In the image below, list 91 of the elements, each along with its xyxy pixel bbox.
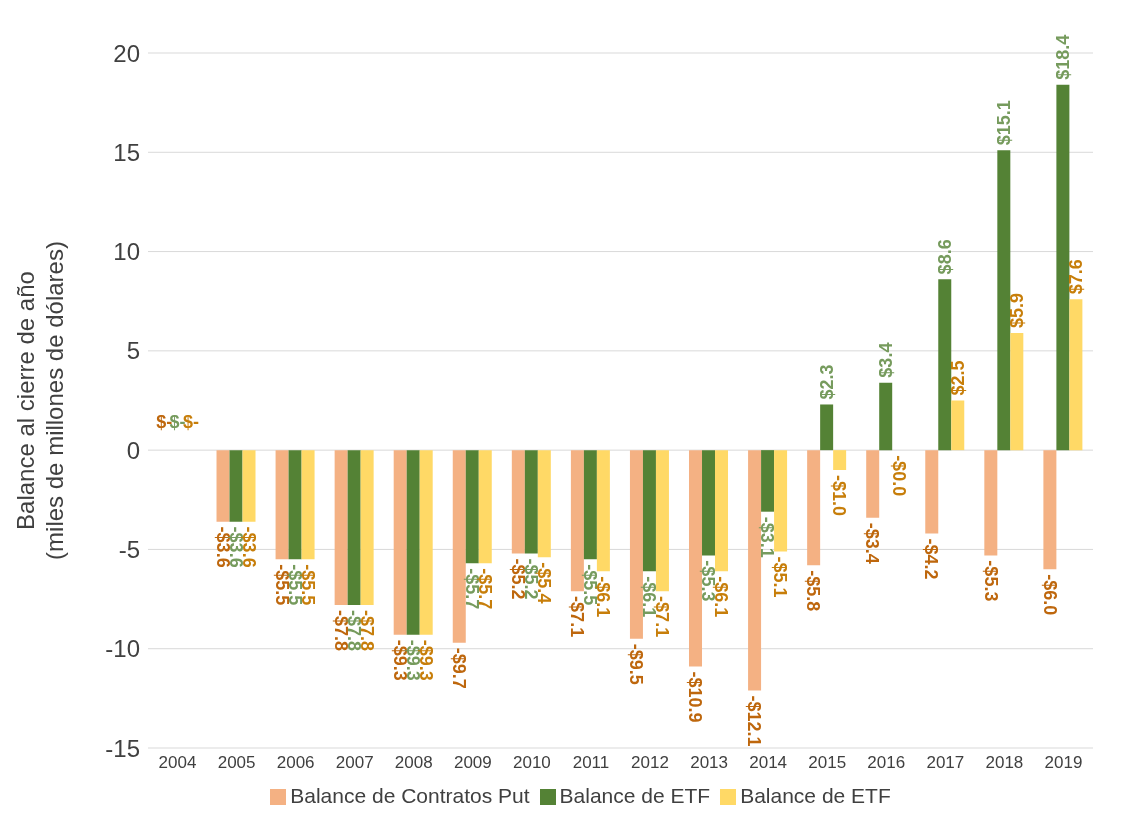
y-axis-title: Balance al cierre de año (miles de millones de dólares) xyxy=(12,241,68,560)
x-tick-label: 2017 xyxy=(926,753,965,773)
data-label: -$4.2 xyxy=(921,538,942,580)
data-label: -$0.0 xyxy=(889,455,910,497)
bar xyxy=(866,450,880,518)
y-tick-label: 20 xyxy=(113,39,140,67)
x-tick-label: 2008 xyxy=(394,753,433,773)
x-tick-label: 2019 xyxy=(1044,753,1083,773)
x-tick-label: 2010 xyxy=(512,753,551,773)
data-label: $18.4 xyxy=(1053,34,1074,80)
bar xyxy=(465,450,479,564)
bar xyxy=(596,450,610,572)
data-label: -$5.3 xyxy=(980,560,1001,602)
x-tick-label: 2011 xyxy=(572,753,610,773)
bar xyxy=(807,450,821,566)
legend-label: Balance de ETF xyxy=(559,784,711,807)
data-label: -$3.1 xyxy=(757,516,778,558)
bar xyxy=(1069,299,1083,451)
bar xyxy=(242,450,256,522)
data-label: -$5.1 xyxy=(770,556,791,598)
bar xyxy=(1056,84,1070,451)
x-tick-label: 2012 xyxy=(631,753,669,773)
data-label: -$1.0 xyxy=(829,475,850,517)
x-tick-label: 2018 xyxy=(985,753,1024,773)
y-tick-label: 15 xyxy=(113,138,140,166)
bar xyxy=(301,450,315,560)
y-tick-label: 0 xyxy=(126,436,140,464)
bar xyxy=(537,450,551,558)
x-tick-label: 2005 xyxy=(217,753,256,773)
x-tick-label: 2016 xyxy=(867,753,906,773)
legend-label: Balance de Contratos Put xyxy=(290,784,530,807)
y-tick-label: 5 xyxy=(126,337,140,365)
bar xyxy=(984,450,998,556)
bar xyxy=(879,382,893,451)
data-label: $5.9 xyxy=(1007,292,1028,328)
bar xyxy=(393,450,407,635)
bar xyxy=(288,450,302,560)
x-tick-label: 2009 xyxy=(453,753,492,773)
data-label: $2.3 xyxy=(816,364,837,400)
bar xyxy=(216,450,230,522)
data-label: $15.1 xyxy=(994,100,1015,146)
bar xyxy=(229,450,243,522)
bar xyxy=(774,450,788,552)
data-label: -$12.1 xyxy=(744,695,765,747)
bar xyxy=(419,450,433,635)
bar xyxy=(511,450,525,554)
y-tick-label: -10 xyxy=(105,635,140,663)
bar xyxy=(452,450,466,643)
bar xyxy=(820,404,834,451)
data-label: -$9.5 xyxy=(626,643,647,685)
bar xyxy=(715,450,729,572)
bar xyxy=(334,450,348,606)
x-tick-label: 2004 xyxy=(158,753,197,773)
bar xyxy=(583,450,597,560)
bar xyxy=(938,279,952,451)
x-tick-label: 2006 xyxy=(276,753,315,773)
bar xyxy=(655,450,669,592)
data-label: -$10.9 xyxy=(685,671,706,723)
bar xyxy=(347,450,361,606)
x-tick-label: 2015 xyxy=(808,753,847,773)
y-tick-label: -15 xyxy=(105,734,140,762)
bar xyxy=(1010,332,1024,451)
bar xyxy=(1043,450,1057,570)
data-label: -$6.0 xyxy=(1039,574,1060,616)
x-tick-label: 2013 xyxy=(690,753,729,773)
bar xyxy=(925,450,939,534)
bar xyxy=(360,450,374,606)
bar xyxy=(570,450,584,592)
legend-label: Balance de ETF xyxy=(740,784,891,807)
bar xyxy=(478,450,492,564)
x-tick-label: 2007 xyxy=(335,753,374,773)
data-label: $7.6 xyxy=(1066,259,1087,295)
data-label: -$5.8 xyxy=(803,570,824,612)
data-label: -$3.4 xyxy=(862,522,883,564)
bar xyxy=(997,150,1011,451)
bar xyxy=(524,450,538,554)
data-label: $3.4 xyxy=(876,342,896,378)
data-label: $2.5 xyxy=(948,360,969,396)
bar xyxy=(833,450,847,470)
y-tick-label: 10 xyxy=(113,238,140,266)
x-tick-label: 2014 xyxy=(749,753,788,773)
bar xyxy=(275,450,289,560)
bar xyxy=(702,450,716,556)
data-label: $8.6 xyxy=(935,239,956,275)
bar xyxy=(629,450,643,639)
bar xyxy=(406,450,420,635)
data-label: -$9.7 xyxy=(448,647,469,689)
bar xyxy=(951,400,965,451)
bar xyxy=(761,450,775,512)
y-tick-label: -5 xyxy=(118,535,140,563)
bar xyxy=(642,450,656,572)
